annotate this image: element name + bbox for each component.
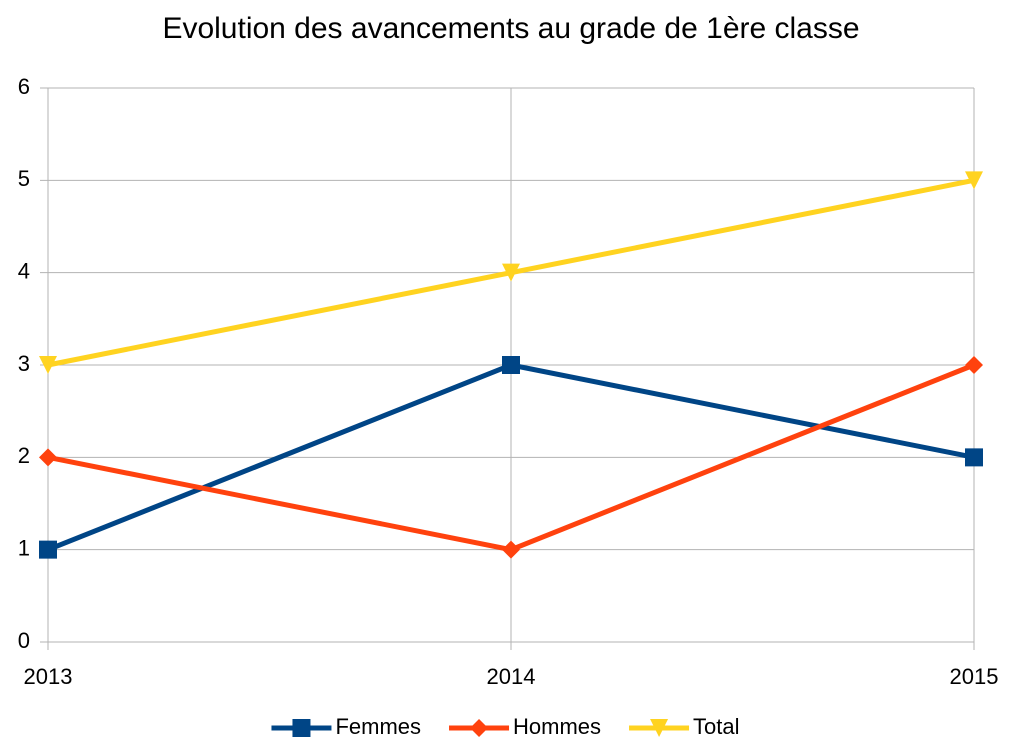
legend-label: Total [693, 714, 739, 739]
y-tick-label: 0 [18, 628, 30, 653]
marker [965, 448, 983, 467]
y-tick-label: 4 [18, 258, 30, 283]
y-tick-label: 6 [18, 74, 30, 99]
marker [470, 719, 489, 737]
x-tick-label: 2013 [24, 664, 73, 689]
marker [650, 719, 669, 737]
marker [39, 540, 57, 559]
x-tick-label: 2014 [487, 664, 536, 689]
marker [965, 356, 983, 374]
marker [965, 171, 983, 190]
chart-title: Evolution des avancements au grade de 1è… [162, 12, 859, 45]
x-tick-label: 2015 [950, 664, 999, 689]
marker [39, 448, 57, 467]
marker [502, 263, 520, 282]
legend-label: Femmes [335, 714, 421, 739]
marker [39, 356, 57, 374]
marker [502, 356, 520, 374]
marker [292, 719, 311, 737]
y-tick-label: 3 [18, 351, 30, 376]
y-tick-label: 5 [18, 166, 30, 191]
y-tick-label: 1 [18, 535, 30, 560]
y-tick-label: 2 [18, 443, 30, 468]
legend-label: Hommes [513, 714, 601, 739]
marker [502, 540, 520, 559]
